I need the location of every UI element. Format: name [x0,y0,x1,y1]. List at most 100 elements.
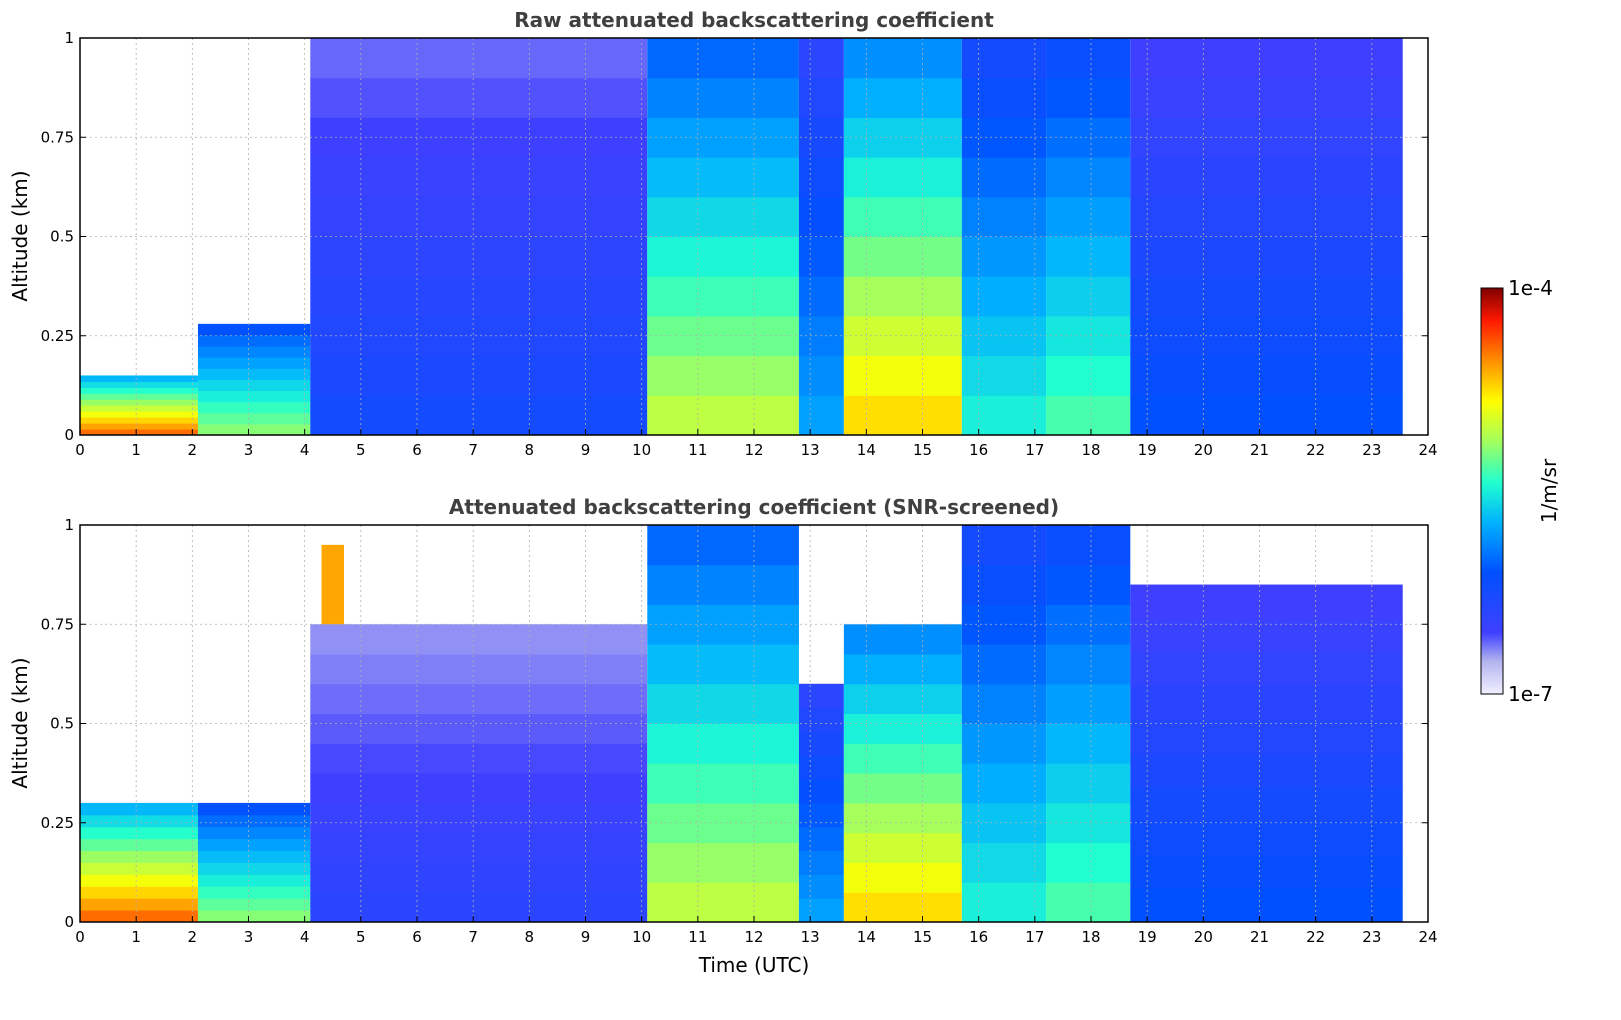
heatmap-cell [843,862,962,893]
heatmap-cell [647,882,799,923]
heatmap-cell [961,196,1047,237]
heatmap-cell [798,157,844,198]
heatmap-cell [647,395,799,436]
heatmap-cell [798,683,844,709]
heatmap-cell [1046,236,1131,277]
x-tick-label: 12 [744,928,763,946]
heatmap-cell [197,401,311,414]
heatmap-cell [197,850,311,863]
heatmap-cell [843,276,962,317]
x-tick-label: 20 [1194,928,1213,946]
panel-1-ylabel: Altitude (km) [8,170,32,301]
heatmap-cell [1130,38,1403,79]
heatmap-cell [843,236,962,277]
heatmap-cell [197,390,311,403]
heatmap-cell [310,862,648,893]
heatmap-cell [647,276,799,317]
heatmap-cell [843,683,962,715]
x-tick-label: 8 [525,441,535,459]
heatmap-cell [647,604,799,645]
x-tick-label: 21 [1250,441,1269,459]
heatmap-cell [197,346,311,358]
panel-2-ylabel: Altitude (km) [8,657,32,788]
heatmap-cell [1130,77,1403,118]
heatmap-cell [647,157,799,198]
heatmap-cell [310,276,648,317]
heatmap-cell [798,802,844,828]
heatmap-cell [80,405,198,412]
heatmap-cell [843,38,962,79]
heatmap-cell [80,850,198,863]
heatmap-cell [1130,753,1403,788]
heatmap-cell [197,334,311,347]
heatmap-cell [1046,683,1131,724]
heatmap-cell [647,38,799,79]
heatmap-cell [1046,842,1131,883]
y-tick-label: 0.5 [50,228,74,246]
heatmap-cell [310,355,648,396]
x-tick-label: 11 [688,928,707,946]
x-tick-label: 5 [356,928,366,946]
heatmap-cell [647,723,799,764]
heatmap-cell [961,723,1047,764]
heatmap-cell [798,850,844,875]
heatmap-cell [310,236,648,277]
heatmap-cell [197,368,311,380]
heatmap-cell [80,862,198,875]
heatmap-cell [843,832,962,863]
heatmap-cell [197,423,311,436]
heatmap-cell [80,417,198,424]
heatmap-cell [1046,315,1131,357]
x-tick-label: 2 [188,928,198,946]
x-tick-label: 14 [857,928,876,946]
heatmap-cell [843,654,962,685]
heatmap-cell [1046,564,1131,605]
heatmap-cell [80,393,198,400]
heatmap-cell [80,381,198,388]
y-tick-label: 0 [64,913,74,931]
heatmap-cell [647,842,799,883]
x-tick-label: 20 [1194,441,1213,459]
heatmap-cell [961,157,1047,198]
y-tick-label: 0.25 [41,814,74,832]
x-tick-label: 18 [1081,928,1100,946]
heatmap-cell [80,886,198,899]
heatmap-cell [310,77,648,118]
colorbar-bar [1480,287,1504,695]
heatmap-cell [843,892,962,923]
panel-2-title: Attenuated backscattering coefficient (S… [449,495,1059,519]
x-tick-label: 9 [581,441,591,459]
heatmap-cell [310,683,648,715]
heatmap-cell [798,779,844,804]
panel-raw: Raw attenuated backscattering coefficien… [8,8,1438,459]
heatmap-cell [961,276,1047,317]
heatmap-cell [798,276,844,317]
heatmap-cell [1046,117,1131,158]
heatmap-cell [1046,763,1131,804]
heatmap-cell [1130,157,1403,198]
panel-screened: Attenuated backscattering coefficient (S… [8,495,1438,977]
heatmap-cell [843,773,962,804]
heatmap-cell [1046,604,1131,645]
heatmap-cell [798,731,844,756]
heatmap-cell [310,196,648,237]
y-tick-label: 0.5 [50,715,74,733]
heatmap-cell [961,525,1047,566]
panel-1-title: Raw attenuated backscattering coefficien… [514,8,994,32]
colorbar-min-label: 1e-7 [1508,682,1553,706]
heatmap-cell [647,355,799,396]
x-tick-label: 17 [1025,441,1044,459]
heatmap-cell [647,564,799,605]
x-tick-label: 18 [1081,441,1100,459]
heatmap-cell [961,763,1047,804]
heatmap-cell [843,802,962,834]
x-tick-label: 8 [525,928,535,946]
heatmap-cell [1046,77,1131,118]
heatmap-cell [843,713,962,744]
heatmap-cell [197,910,311,923]
heatmap-cell [197,814,311,828]
heatmap-cell [647,117,799,158]
heatmap-cell [197,886,311,899]
heatmap-cell [1046,276,1131,317]
x-tick-label: 10 [632,441,651,459]
